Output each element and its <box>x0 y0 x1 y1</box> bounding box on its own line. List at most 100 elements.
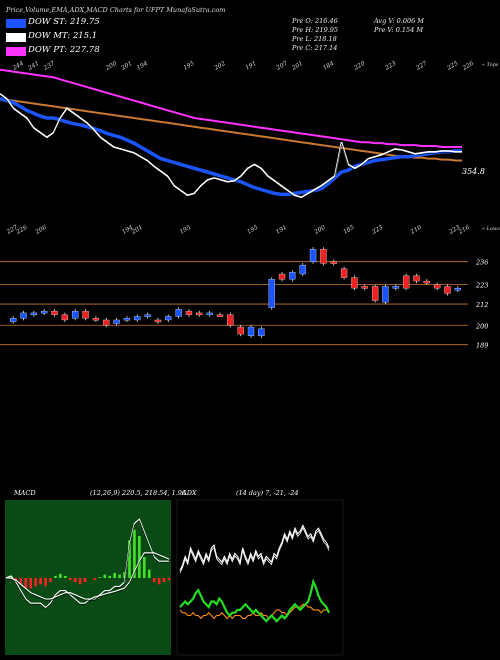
candle-body <box>413 275 420 282</box>
candle-body <box>196 312 203 316</box>
macd-panel: MACD (12,26,9) 220.5, 218.54, 1.96 <box>5 489 186 610</box>
price-level-label: 189 <box>476 342 488 350</box>
candle-body <box>258 328 265 337</box>
stat-avg-volume: Avg V: 0.006 M <box>374 17 424 25</box>
candle-body <box>61 314 69 321</box>
stat-high: Pre H: 219.95 <box>292 26 339 34</box>
tops-tick-label: 237 <box>42 60 56 72</box>
adx-line <box>179 524 330 571</box>
adx-label: ADX <box>181 489 197 497</box>
candle-body <box>113 319 120 324</box>
candle-body <box>289 272 296 280</box>
lows-tick-label: 200 <box>312 224 326 236</box>
price-level-label: 212 <box>475 301 488 309</box>
adx-line <box>179 578 330 623</box>
ema-series-line <box>0 68 462 148</box>
tops-tick-label: 225 <box>445 60 459 72</box>
adx-line-double <box>179 526 330 574</box>
candle-body <box>72 310 79 319</box>
tops-tick-label: 195 <box>182 60 196 72</box>
ema-series-line <box>0 93 462 199</box>
lows-tick-label: 195 <box>179 224 193 236</box>
tops-tick-label: 241 <box>26 60 40 72</box>
stat-open: Pre O: 216.46 <box>292 17 338 25</box>
candle-body <box>10 318 17 322</box>
tops-tick-label: 201 <box>290 60 304 72</box>
tops-tick-label: 184 <box>322 60 336 72</box>
lows-tick-label: 191 <box>275 224 288 236</box>
candle-body <box>371 286 379 301</box>
candle-body <box>278 273 286 280</box>
chart-title: Price,Volume,EMA,ADX,MACD Charts for UFP… <box>6 6 226 14</box>
candle-body <box>20 312 27 319</box>
macd-line <box>6 552 170 600</box>
tops-axis-label: « Tops <box>482 62 499 68</box>
lows-tick-label: 195 <box>246 224 260 236</box>
legend-label-mt: DOW MT: 215.1 <box>28 31 98 41</box>
macd-params: (12,26,9) 220.5, 218.54, 1.96 <box>90 489 186 497</box>
candle-body <box>154 319 162 323</box>
tops-tick-label: 220 <box>352 60 366 72</box>
candle-body <box>134 316 141 321</box>
tops-tick-label: 223 <box>383 60 397 72</box>
candle-body <box>320 249 327 264</box>
adx-panel-bg <box>176 499 344 656</box>
lows-tick-label: 206 <box>33 224 47 236</box>
candle-body <box>309 249 317 262</box>
ema-series-line <box>0 97 462 197</box>
macd-label: MACD <box>13 489 36 497</box>
tops-tick-label: 226 <box>461 60 475 72</box>
tops-tick-label: 200 <box>104 60 118 72</box>
candle-body <box>30 312 38 316</box>
candle-body <box>185 310 193 315</box>
price-level-label: 200 <box>475 322 488 330</box>
tops-tick-label: 227 <box>414 60 428 72</box>
tops-tick-label: 202 <box>212 60 226 72</box>
candle-body <box>454 288 461 291</box>
candle-body <box>299 265 306 275</box>
ema-last-value: 354.8 <box>462 167 485 176</box>
candle-body <box>206 312 213 316</box>
candle-body <box>82 310 89 319</box>
stat-low: Pre L: 218.18 <box>292 35 337 43</box>
candle-body <box>268 279 275 308</box>
candle-body <box>144 314 151 317</box>
stat-close: Pre C: 217.14 <box>292 44 338 52</box>
candle-body <box>392 286 399 289</box>
ema-panel: 244 241 237 200 201 194 195 202 191 207 201 184 220 2… <box>0 60 499 200</box>
legend-swatch-pt <box>6 47 26 56</box>
candle-body <box>237 326 244 335</box>
candle-body <box>330 261 337 264</box>
tops-tick-label: 244 <box>11 60 25 72</box>
candle-body <box>41 310 48 314</box>
candle-body <box>216 314 224 317</box>
macd-line-shadow <box>5 520 169 610</box>
macd-panel-bg <box>5 500 171 655</box>
candle-body <box>123 318 131 321</box>
tops-tick-label: 191 <box>244 60 257 72</box>
candle-body <box>444 286 451 294</box>
price-level-label: 223 <box>475 282 488 290</box>
lows-tick-label: 185 <box>342 224 356 236</box>
lows-axis-label: « Lows <box>482 226 500 232</box>
candle-body <box>92 318 100 321</box>
legend-swatch-st <box>6 19 26 28</box>
candle-body <box>103 319 110 326</box>
stat-prev-volume: Pre V: 0.154 M <box>374 26 424 34</box>
lows-tick-label: 194 <box>121 224 135 236</box>
candle-body <box>51 310 58 315</box>
tops-tick-label: 207 <box>274 60 288 72</box>
legend-swatch-mt <box>6 33 26 42</box>
legend-label-pt: DOW PT: 227.78 <box>28 45 100 55</box>
candle-body <box>433 284 441 289</box>
tops-tick-label: 194 <box>136 60 150 72</box>
candle-body <box>361 286 368 289</box>
tops-tick-label: 201 <box>119 60 133 72</box>
candle-body <box>175 309 182 317</box>
candle-body <box>340 268 348 278</box>
candle-body <box>227 314 234 326</box>
legend-label-st: DOW ST: 219.75 <box>28 17 100 27</box>
candle-body <box>247 326 255 337</box>
